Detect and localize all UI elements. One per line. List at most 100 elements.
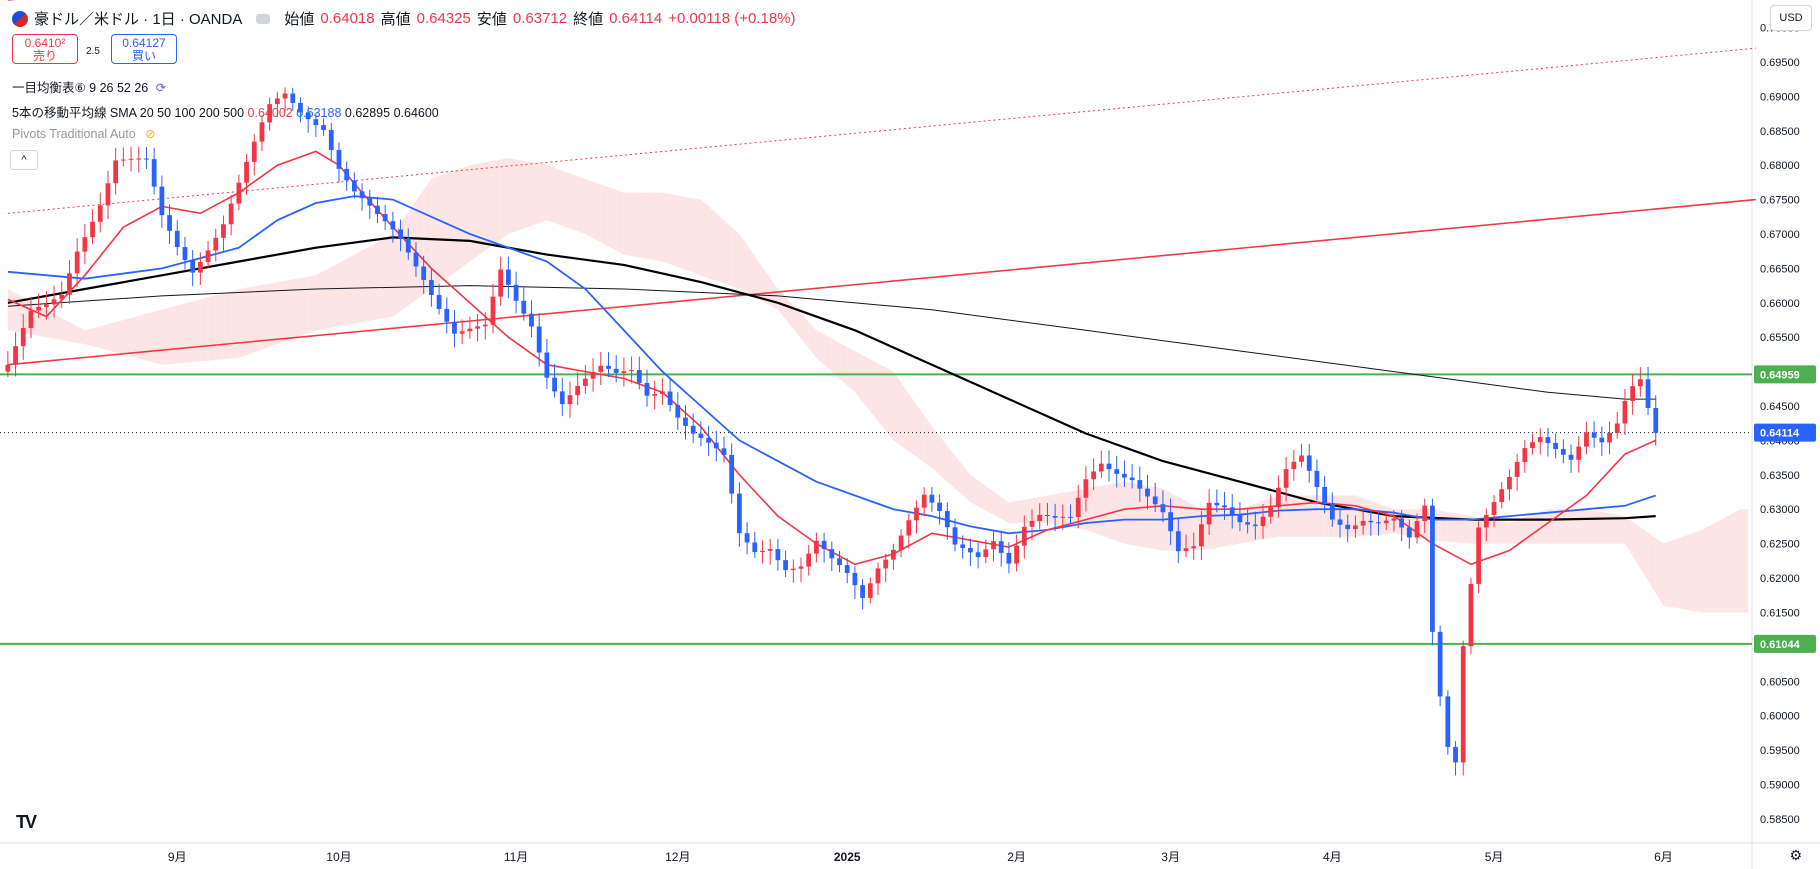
candle-body[interactable] <box>1029 520 1035 527</box>
candle-body[interactable] <box>1191 546 1197 549</box>
candle-body[interactable] <box>821 540 827 550</box>
candle-body[interactable] <box>1437 631 1443 697</box>
candle-body[interactable] <box>1391 518 1397 521</box>
candle-body[interactable] <box>1522 448 1528 462</box>
candle-body[interactable] <box>960 544 966 548</box>
candle-body[interactable] <box>767 549 773 551</box>
candle-body[interactable] <box>706 437 711 443</box>
candle-body[interactable] <box>806 553 812 567</box>
candle-body[interactable] <box>1537 437 1543 443</box>
candle-body[interactable] <box>1075 497 1081 518</box>
candle-body[interactable] <box>274 98 280 105</box>
candle-body[interactable] <box>74 251 80 274</box>
candle-body[interactable] <box>1607 432 1612 443</box>
sell-button[interactable]: 0.6410² 売り <box>12 34 78 64</box>
sma-legend[interactable]: 5本の移動平均線 SMA 20 50 100 200 500 0.64002 0… <box>12 102 439 121</box>
candle-body[interactable] <box>398 229 403 239</box>
candle-body[interactable] <box>898 535 904 550</box>
candle-body[interactable] <box>1430 505 1435 632</box>
candle-body[interactable] <box>1584 432 1589 447</box>
candle-body[interactable] <box>891 549 896 560</box>
candle-body[interactable] <box>1037 514 1043 521</box>
candle-body[interactable] <box>729 454 735 494</box>
candle-body[interactable] <box>1507 476 1512 490</box>
candle-body[interactable] <box>13 346 18 365</box>
candle-body[interactable] <box>1098 463 1104 472</box>
candle-body[interactable] <box>844 565 850 573</box>
candle-body[interactable] <box>883 559 889 569</box>
candle-body[interactable] <box>1614 423 1620 433</box>
candle-body[interactable] <box>621 371 627 373</box>
candle-body[interactable] <box>636 370 642 383</box>
candle-body[interactable] <box>737 493 742 534</box>
candle-body[interactable] <box>97 205 103 222</box>
collapse-legend-button[interactable]: ^ <box>10 150 38 170</box>
candle-body[interactable] <box>783 560 788 571</box>
candle-body[interactable] <box>837 558 842 566</box>
candle-body[interactable] <box>1168 512 1174 532</box>
candle-body[interactable] <box>1337 519 1343 525</box>
candle-body[interactable] <box>182 247 188 260</box>
candle-body[interactable] <box>213 237 219 251</box>
candle-body[interactable] <box>998 541 1004 553</box>
candle-body[interactable] <box>968 547 973 553</box>
candle-body[interactable] <box>921 494 927 508</box>
candle-body[interactable] <box>1460 646 1466 763</box>
candle-body[interactable] <box>1122 473 1127 478</box>
candle-body[interactable] <box>1376 522 1381 524</box>
candle-body[interactable] <box>1260 516 1266 527</box>
candle-body[interactable] <box>113 160 119 184</box>
candle-body[interactable] <box>1052 515 1058 518</box>
candle-body[interactable] <box>321 125 326 131</box>
candle-body[interactable] <box>328 130 334 150</box>
candle-body[interactable] <box>860 585 865 598</box>
pivots-legend[interactable]: Pivots Traditional Auto ⊘ <box>12 126 156 141</box>
candle-body[interactable] <box>1637 379 1643 387</box>
candle-body[interactable] <box>575 385 581 396</box>
candle-body[interactable] <box>937 502 942 512</box>
candle-body[interactable] <box>244 161 249 183</box>
candle-body[interactable] <box>814 540 819 554</box>
candle-body[interactable] <box>1114 469 1120 474</box>
candle-body[interactable] <box>36 306 42 311</box>
candle-body[interactable] <box>1499 489 1505 503</box>
candle-body[interactable] <box>1068 516 1073 518</box>
candle-body[interactable] <box>159 186 165 216</box>
tradingview-logo-icon[interactable]: TV <box>16 812 37 832</box>
candle-body[interactable] <box>675 405 681 418</box>
candle-body[interactable] <box>1468 583 1474 647</box>
candle-body[interactable] <box>1175 531 1181 552</box>
candle-body[interactable] <box>413 252 419 267</box>
candle-body[interactable] <box>1414 521 1420 538</box>
candle-body[interactable] <box>559 391 565 405</box>
candle-body[interactable] <box>1329 503 1335 520</box>
candle-body[interactable] <box>1653 407 1659 433</box>
candle-body[interactable] <box>1383 520 1389 524</box>
candle-body[interactable] <box>652 394 658 396</box>
candle-body[interactable] <box>1083 479 1089 498</box>
candle-body[interactable] <box>1276 487 1281 508</box>
candle-body[interactable] <box>521 300 527 314</box>
candle-body[interactable] <box>336 149 342 169</box>
candle-body[interactable] <box>536 326 542 353</box>
candle-body[interactable] <box>382 214 388 222</box>
candle-body[interactable] <box>459 331 465 334</box>
candle-body[interactable] <box>1137 480 1143 489</box>
candle-body[interactable] <box>20 327 26 347</box>
candle-body[interactable] <box>1252 524 1258 527</box>
candle-body[interactable] <box>498 269 504 297</box>
candle-body[interactable] <box>490 296 496 325</box>
candle-body[interactable] <box>1214 502 1220 506</box>
candle-body[interactable] <box>1483 514 1489 528</box>
candle-body[interactable] <box>1514 461 1520 477</box>
candle-body[interactable] <box>1576 446 1582 460</box>
candle-body[interactable] <box>1045 514 1050 516</box>
candle-body[interactable] <box>1306 455 1312 471</box>
candle-body[interactable] <box>1222 505 1227 508</box>
candle-body[interactable] <box>151 159 157 187</box>
candle-body[interactable] <box>1476 527 1482 584</box>
candle-body[interactable] <box>1021 526 1027 546</box>
refresh-icon[interactable]: ⟳ <box>155 81 167 95</box>
candle-body[interactable] <box>1314 470 1320 487</box>
